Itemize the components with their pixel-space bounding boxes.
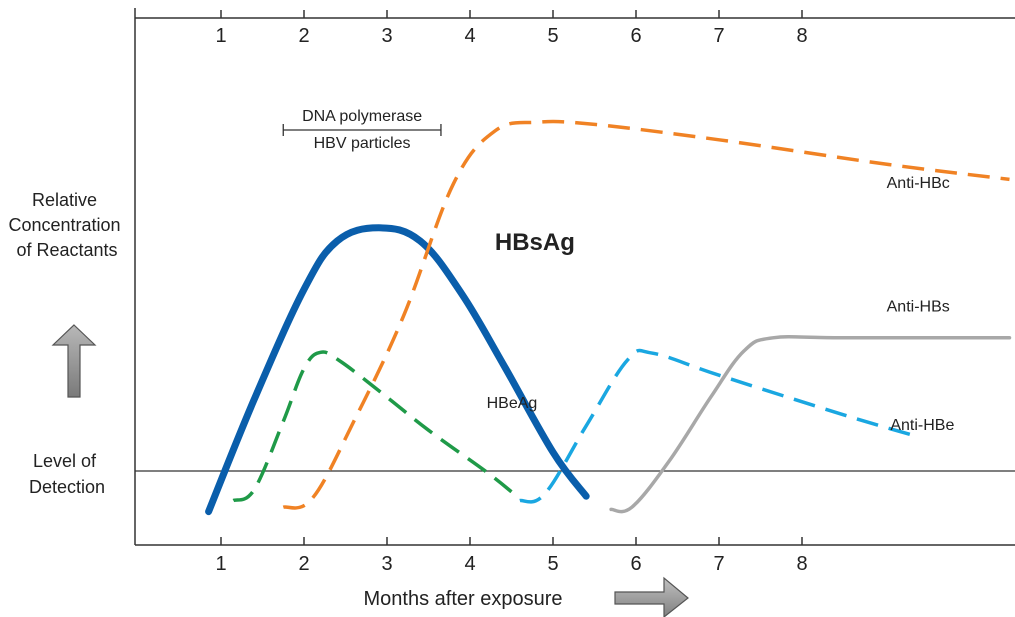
series-labels: Anti-HBs HBeAg Anti-HBe HBsAg Anti-HBc — [487, 175, 955, 434]
top-tick-label-7: 7 — [713, 25, 724, 47]
series-label-anti-hbe: Anti-HBe — [890, 417, 954, 434]
top-tick-label-5: 5 — [547, 25, 558, 47]
series-line-hbeag — [232, 350, 513, 503]
top-tick-label-1: 1 — [215, 25, 226, 47]
top-tick-label-2: 2 — [298, 25, 309, 47]
bottom-ticks: 1 2 3 4 5 6 7 8 — [215, 537, 808, 575]
bottom-tick-label-3: 3 — [381, 553, 392, 575]
series-line-anti-hbs — [609, 334, 1012, 514]
ylabel: Relative Concentration of Reactants — [8, 190, 125, 260]
top-tick-label-8: 8 — [796, 25, 807, 47]
bottom-tick-label-2: 2 — [298, 553, 309, 575]
top-tick-label-6: 6 — [630, 25, 641, 47]
annotation-line-2: HBV particles — [314, 135, 411, 152]
ylabel-line-2: Concentration — [8, 215, 120, 235]
right-arrow-icon — [614, 576, 689, 617]
bottom-tick-label-6: 6 — [630, 553, 641, 575]
ylabel-line-1: Relative — [32, 190, 97, 210]
series-group — [205, 119, 1012, 516]
ylabel-line-3: of Reactants — [16, 240, 117, 260]
detection-label: Level of Detection — [29, 451, 105, 497]
top-tick-label-4: 4 — [464, 25, 475, 47]
series-line-anti-hbc — [282, 119, 1010, 510]
series-line-hbsag — [205, 224, 590, 516]
series-label-anti-hbc: Anti-HBc — [887, 175, 950, 192]
series-label-hbeag: HBeAg — [487, 395, 538, 412]
dna-polymerase-annotation: DNA polymerase HBV particles — [282, 108, 442, 152]
xlabel: Months after exposure — [364, 588, 563, 610]
top-ticks: 1 2 3 4 5 6 7 8 — [215, 10, 808, 47]
bottom-tick-label-1: 1 — [215, 553, 226, 575]
bottom-tick-label-4: 4 — [464, 553, 475, 575]
detection-label-line-2: Detection — [29, 477, 105, 497]
detection-label-line-1: Level of — [33, 451, 97, 471]
annotation-line-1: DNA polymerase — [302, 108, 422, 125]
series-label-anti-hbs: Anti-HBs — [887, 298, 950, 315]
top-tick-label-3: 3 — [381, 25, 392, 47]
bottom-tick-label-7: 7 — [713, 553, 724, 575]
series-label-hbsag: HBsAg — [495, 229, 575, 256]
bottom-tick-label-5: 5 — [547, 553, 558, 575]
series-line-anti-hbe — [519, 348, 919, 504]
bottom-tick-label-8: 8 — [796, 553, 807, 575]
up-arrow-icon — [51, 324, 97, 398]
